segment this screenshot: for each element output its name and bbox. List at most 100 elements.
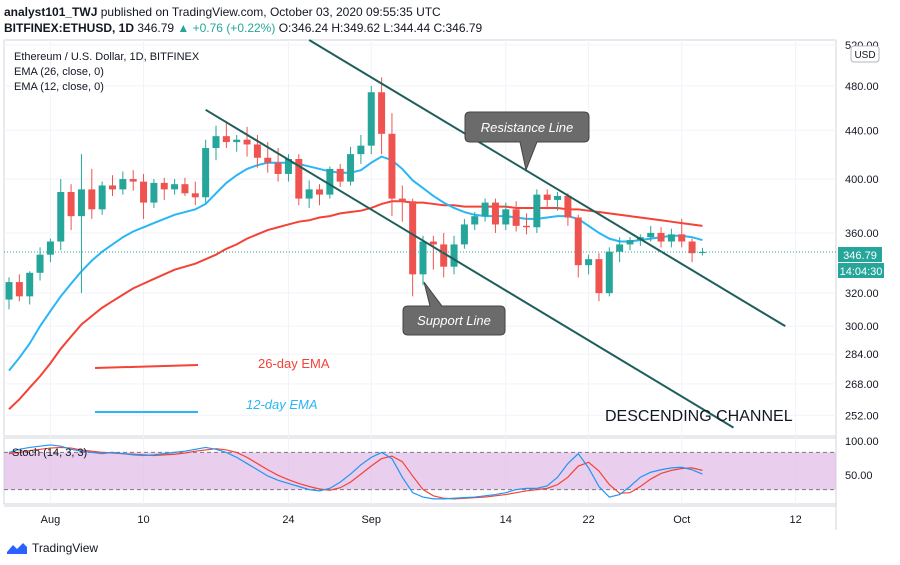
support-line	[205, 108, 735, 429]
last-price-tag-label: 346.79	[843, 250, 877, 262]
candle-body	[626, 240, 634, 245]
candle-body	[181, 184, 189, 194]
support-label: Support Line	[417, 313, 491, 328]
stoch-k-line	[8, 444, 703, 500]
publish-info: published on TradingView.com, October 03…	[100, 5, 441, 19]
candle-body	[657, 232, 665, 242]
candle-body	[554, 195, 562, 200]
candle-body	[481, 202, 489, 217]
candle-body	[160, 182, 168, 190]
stoch-band	[4, 452, 836, 490]
candle-body	[326, 168, 334, 195]
legend-title: Ethereum / U.S. Dollar, 1D, BITFINEX	[14, 51, 200, 63]
resistance-line	[308, 39, 786, 328]
stoch-tick-100: 100.00	[845, 436, 879, 448]
time-tick-label: 12	[789, 514, 801, 526]
ema26-annotation: 26-day EMA	[258, 356, 330, 371]
candle-body	[119, 179, 127, 190]
candle-body	[667, 234, 675, 242]
price-tick-label: 360.00	[845, 228, 879, 240]
price-change: ▲ +0.76 (+0.22%)	[177, 21, 276, 35]
candle-body	[26, 272, 34, 297]
candle-body	[471, 216, 479, 225]
time-tick-label: 14	[500, 514, 512, 526]
candle-body	[243, 139, 251, 145]
candle-body	[605, 251, 613, 294]
time-tick-label: 22	[582, 514, 594, 526]
candle-body	[274, 162, 282, 174]
candle-body	[585, 259, 593, 266]
price-tick-label: 252.00	[845, 410, 879, 422]
candle-body	[357, 145, 365, 155]
candle-body	[419, 241, 427, 275]
candle-body	[698, 252, 706, 254]
last-price-tag	[838, 247, 882, 262]
resistance-label: Resistance Line	[481, 120, 574, 135]
ema26-swatch	[94, 364, 199, 369]
tradingview-brand: TradingView	[32, 541, 99, 555]
price-tick-label: 440.00	[845, 125, 879, 137]
price-tick-label: 268.00	[845, 379, 879, 391]
time-tick-label: Sep	[361, 514, 381, 526]
ema26-line	[8, 200, 703, 410]
channel-annotation: DESCENDING CHANNEL	[605, 408, 793, 425]
candle-body	[5, 282, 13, 300]
ohlc-values: O:346.24 H:349.62 L:344.44 C:346.79	[278, 21, 483, 35]
price-tick-label: 320.00	[845, 288, 879, 300]
candles	[5, 77, 706, 310]
time-tick-label: 24	[282, 514, 294, 526]
ema12-line	[8, 155, 703, 372]
candle-body	[450, 244, 458, 267]
candle-body	[336, 168, 344, 182]
candle-body	[533, 194, 541, 228]
candle-body	[460, 224, 468, 245]
time-tick-label: 10	[137, 514, 149, 526]
candle-body	[212, 136, 220, 149]
candle-body	[398, 198, 406, 202]
candle-body	[678, 234, 686, 242]
candle-body	[57, 191, 65, 242]
candle-body	[316, 189, 323, 195]
grid	[4, 40, 836, 504]
candle-body	[233, 139, 241, 143]
time-axis: Aug 10 24 Sep 14 22 Oct 12	[41, 514, 802, 526]
tradingview-logo-icon	[7, 543, 27, 554]
candle-body	[440, 244, 448, 267]
publish-header: analyst101_TWJ published on TradingView.…	[4, 5, 441, 19]
candle-body	[222, 136, 230, 143]
symbol-name: BITFINEX:ETHUSD, 1D	[4, 21, 135, 35]
candle-body	[512, 209, 520, 226]
candle-body	[523, 225, 530, 228]
candle-body	[253, 144, 261, 158]
ema12-annotation: 12-day EMA	[246, 397, 318, 412]
stoch-label: Stoch (14, 3, 3)	[12, 447, 87, 459]
price-tick-label: 400.00	[845, 174, 879, 186]
tradingview-footer[interactable]: TradingView	[6, 541, 98, 555]
candle-body	[502, 209, 510, 225]
candle-body	[595, 259, 603, 294]
support-callout[interactable]: Support Line	[402, 281, 506, 336]
candle-body	[202, 148, 210, 198]
candle-body	[264, 157, 272, 163]
resistance-callout[interactable]: Resistance Line	[464, 111, 590, 172]
candle-body	[88, 189, 96, 210]
candle-body	[305, 189, 313, 199]
candle-body	[15, 282, 23, 297]
candle-body	[378, 92, 386, 134]
candle-body	[98, 185, 106, 210]
time-tick-label: Oct	[673, 514, 690, 526]
candle-body	[574, 217, 582, 266]
price-tick-label: 300.00	[845, 321, 879, 333]
channel-lines[interactable]	[205, 39, 786, 429]
candle-body	[429, 241, 437, 245]
candle-body	[191, 193, 199, 198]
currency-button[interactable]	[850, 45, 880, 63]
publisher-name[interactable]: analyst101_TWJ	[4, 5, 98, 19]
candle-body	[491, 202, 499, 225]
countdown-tag-label: 14:04:30	[840, 266, 883, 278]
candle-body	[295, 158, 303, 199]
candle-body	[543, 194, 551, 200]
time-tick-label: Aug	[41, 514, 61, 526]
candle-body	[46, 241, 54, 255]
